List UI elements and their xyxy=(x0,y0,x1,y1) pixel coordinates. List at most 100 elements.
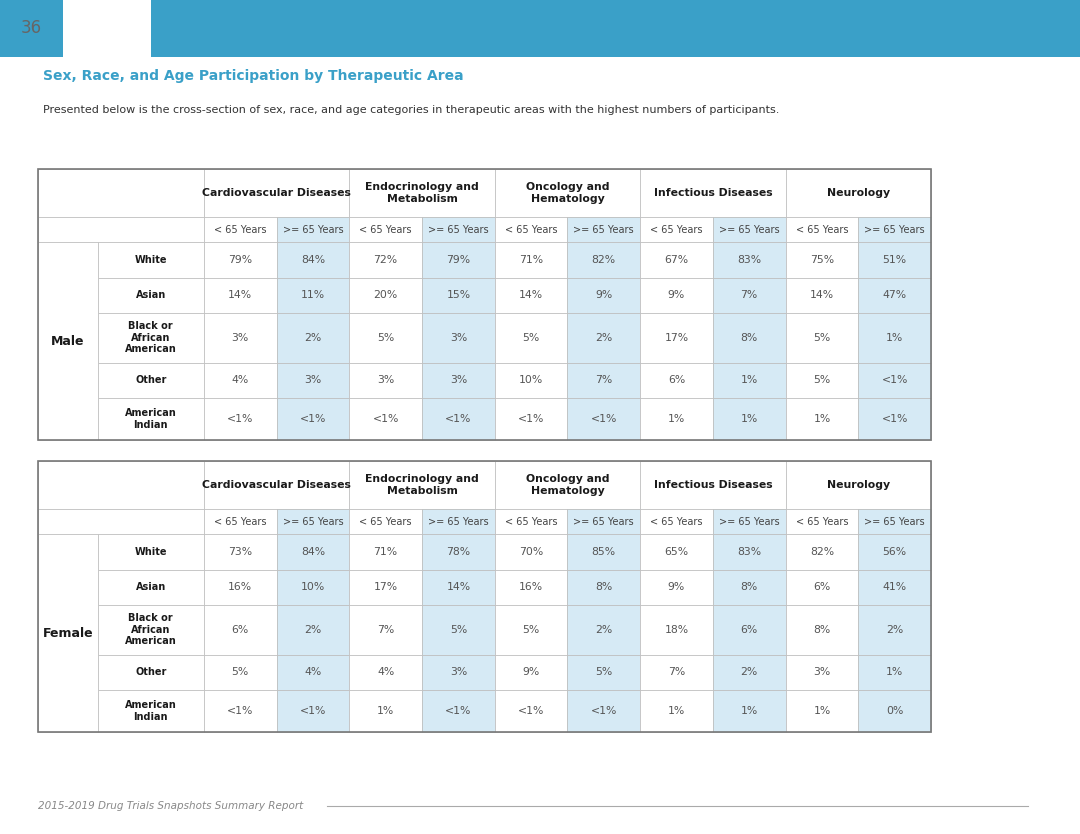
Bar xyxy=(38,169,204,217)
Text: Other: Other xyxy=(135,667,166,677)
Bar xyxy=(349,313,422,363)
Text: 5%: 5% xyxy=(813,375,831,385)
Text: 3%: 3% xyxy=(449,667,467,677)
Bar xyxy=(349,570,422,605)
Text: 5%: 5% xyxy=(595,667,612,677)
Bar xyxy=(859,535,931,570)
Bar xyxy=(97,398,204,440)
Bar xyxy=(859,243,931,278)
Text: 8%: 8% xyxy=(813,625,831,635)
Text: 1%: 1% xyxy=(813,414,831,425)
Text: 41%: 41% xyxy=(882,582,907,592)
Text: 14%: 14% xyxy=(446,582,471,592)
Bar xyxy=(640,363,713,398)
Bar xyxy=(276,605,349,655)
Bar xyxy=(713,313,785,363)
Text: 75%: 75% xyxy=(810,255,834,265)
Text: 3%: 3% xyxy=(305,375,322,385)
Bar xyxy=(422,278,495,313)
Text: 9%: 9% xyxy=(667,582,685,592)
Text: 70%: 70% xyxy=(519,547,543,557)
Bar xyxy=(495,690,567,732)
Text: Endocrinology and
Metabolism: Endocrinology and Metabolism xyxy=(365,182,478,203)
Text: >= 65 Years: >= 65 Years xyxy=(719,224,780,234)
Bar xyxy=(38,509,204,535)
Bar xyxy=(713,535,785,570)
Text: < 65 Years: < 65 Years xyxy=(504,224,557,234)
Bar xyxy=(204,690,276,732)
Text: 56%: 56% xyxy=(882,547,907,557)
Text: 15%: 15% xyxy=(446,290,471,300)
Text: 7%: 7% xyxy=(595,375,612,385)
Bar xyxy=(204,605,276,655)
Bar xyxy=(276,243,349,278)
Bar xyxy=(204,363,276,398)
Bar xyxy=(859,655,931,690)
Bar xyxy=(349,509,422,535)
Text: 79%: 79% xyxy=(228,255,253,265)
Text: 79%: 79% xyxy=(446,255,471,265)
Bar xyxy=(276,570,349,605)
Bar xyxy=(785,278,859,313)
Text: 18%: 18% xyxy=(664,625,689,635)
Text: 82%: 82% xyxy=(810,547,834,557)
Text: 1%: 1% xyxy=(886,667,903,677)
Bar xyxy=(785,535,859,570)
Text: 8%: 8% xyxy=(595,582,612,592)
Bar xyxy=(204,217,276,243)
Text: Oncology and
Hematology: Oncology and Hematology xyxy=(526,182,609,203)
Bar xyxy=(859,313,931,363)
Bar xyxy=(495,398,567,440)
Bar xyxy=(785,509,859,535)
Text: 36: 36 xyxy=(21,19,42,38)
Text: 8%: 8% xyxy=(741,582,758,592)
Bar xyxy=(276,363,349,398)
Bar xyxy=(151,0,1080,57)
Text: 7%: 7% xyxy=(741,290,758,300)
Bar xyxy=(640,243,713,278)
Bar xyxy=(859,509,931,535)
Text: 1%: 1% xyxy=(886,333,903,343)
Bar xyxy=(349,243,422,278)
Text: Female: Female xyxy=(42,627,93,640)
Text: 4%: 4% xyxy=(377,667,394,677)
Text: 17%: 17% xyxy=(374,582,397,592)
Bar xyxy=(640,313,713,363)
Text: 6%: 6% xyxy=(741,625,758,635)
Text: >= 65 Years: >= 65 Years xyxy=(573,516,634,526)
Text: 3%: 3% xyxy=(377,375,394,385)
Text: 5%: 5% xyxy=(377,333,394,343)
Text: <1%: <1% xyxy=(445,414,472,425)
Text: 78%: 78% xyxy=(446,547,471,557)
Text: <1%: <1% xyxy=(518,706,544,716)
Text: Neurology: Neurology xyxy=(826,480,890,490)
Text: Cardiovascular Diseases: Cardiovascular Diseases xyxy=(202,188,351,198)
Text: Other: Other xyxy=(135,375,166,385)
Text: Male: Male xyxy=(51,335,84,348)
Text: Asian: Asian xyxy=(136,290,166,300)
Bar xyxy=(859,363,931,398)
Text: >= 65 Years: >= 65 Years xyxy=(428,516,488,526)
Bar xyxy=(97,605,204,655)
Bar xyxy=(204,461,349,509)
Text: 8%: 8% xyxy=(741,333,758,343)
Bar xyxy=(422,398,495,440)
Text: 6%: 6% xyxy=(813,582,831,592)
Bar xyxy=(859,217,931,243)
Bar xyxy=(97,535,204,570)
Text: 82%: 82% xyxy=(592,255,616,265)
Bar xyxy=(785,398,859,440)
Text: >= 65 Years: >= 65 Years xyxy=(573,224,634,234)
Text: < 65 Years: < 65 Years xyxy=(650,516,703,526)
Bar xyxy=(785,363,859,398)
Bar xyxy=(422,535,495,570)
Bar xyxy=(567,605,640,655)
Text: 2015-2019 Drug Trials Snapshots Summary Report: 2015-2019 Drug Trials Snapshots Summary … xyxy=(38,801,303,811)
Bar xyxy=(713,690,785,732)
Text: 16%: 16% xyxy=(228,582,253,592)
Text: <1%: <1% xyxy=(591,706,617,716)
Bar xyxy=(495,535,567,570)
Bar xyxy=(204,398,276,440)
Bar xyxy=(204,313,276,363)
Bar xyxy=(349,217,422,243)
